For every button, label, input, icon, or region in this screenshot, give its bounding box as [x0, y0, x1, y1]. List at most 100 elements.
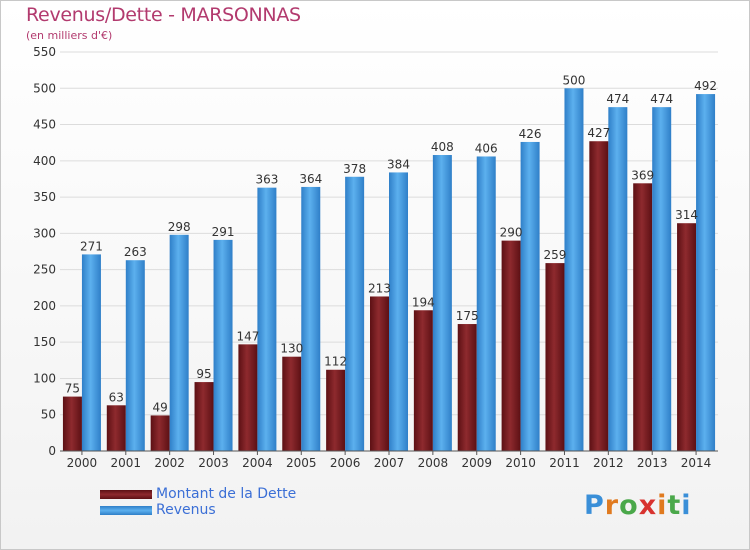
x-tick-label: 2008	[418, 456, 449, 470]
legend-swatch-dette	[100, 489, 152, 499]
bar-revenus	[213, 239, 233, 451]
bar-revenus	[389, 172, 408, 451]
data-label-dette: 175	[456, 309, 479, 323]
y-tick-label: 450	[33, 118, 56, 132]
x-tick-label: 2013	[637, 456, 668, 470]
bar-dette	[677, 223, 697, 451]
x-tick-label: 2002	[154, 456, 185, 470]
logo-letter: o	[619, 490, 639, 521]
bar-revenus	[345, 176, 365, 451]
y-tick-label: 150	[33, 335, 56, 349]
legend-label-revenus: Revenus	[156, 502, 216, 518]
y-axis-ticks: 0 50 100 150 200 250 300 350 400 450 500 550	[33, 45, 56, 458]
data-label-revenus: 271	[80, 239, 103, 253]
x-tick-label: 2004	[242, 456, 273, 470]
data-label-revenus: 378	[343, 162, 366, 176]
bar-dette	[282, 356, 302, 451]
logo-letter: x	[638, 490, 658, 521]
bar-dette	[62, 396, 82, 451]
bar-revenus	[81, 254, 101, 451]
legend: Montant de la Dette Revenus	[100, 486, 296, 518]
data-label-dette: 49	[153, 400, 168, 414]
x-tick-label: 2007	[374, 456, 405, 470]
x-tick-label: 2009	[461, 456, 492, 470]
y-tick-label: 100	[33, 371, 56, 385]
data-label-revenus: 263	[124, 245, 147, 259]
data-label-dette: 213	[368, 281, 391, 295]
bar-dette	[633, 183, 653, 452]
data-label-revenus: 426	[519, 127, 542, 141]
y-tick-label: 50	[41, 408, 56, 422]
x-tick-label: 2011	[549, 456, 580, 470]
bar-dette	[238, 344, 258, 451]
x-tick-label: 2012	[593, 456, 624, 470]
bar-dette	[501, 240, 521, 451]
legend-item-dette: Montant de la Dette	[100, 486, 296, 502]
bar-revenus	[520, 141, 540, 451]
bars-group	[62, 88, 716, 452]
bar-dette	[545, 263, 565, 451]
y-tick-label: 200	[33, 299, 56, 313]
legend-swatch-revenus	[100, 505, 152, 515]
data-label-revenus: 406	[475, 141, 498, 155]
bar-dette	[457, 324, 477, 451]
bar-revenus	[476, 156, 496, 451]
y-tick-label: 0	[48, 444, 56, 458]
data-label-revenus: 363	[255, 173, 278, 187]
bar-revenus	[564, 88, 584, 451]
y-tick-label: 500	[33, 81, 56, 95]
data-label-dette: 130	[280, 342, 303, 356]
x-tick-label: 2001	[111, 456, 142, 470]
bar-dette	[413, 310, 433, 451]
bar-dette	[106, 405, 126, 451]
bar-revenus	[169, 234, 189, 451]
data-label-revenus: 500	[563, 73, 586, 87]
bar-dette	[370, 296, 389, 451]
x-tick-label: 2014	[681, 456, 712, 470]
proxiti-logo: Proxiti	[584, 490, 692, 521]
data-label-revenus: 291	[212, 225, 235, 239]
x-tick-label: 2010	[505, 456, 536, 470]
data-label-dette: 112	[324, 355, 347, 369]
data-label-dette: 95	[196, 367, 211, 381]
data-label-revenus: 384	[387, 157, 410, 171]
x-tick-label: 2006	[330, 456, 361, 470]
bar-revenus	[652, 107, 672, 451]
y-tick-label: 400	[33, 154, 56, 168]
bar-revenus	[696, 94, 716, 452]
logo-letter: t	[667, 490, 682, 521]
bar-dette	[326, 369, 346, 451]
data-label-dette: 75	[65, 382, 80, 396]
data-label-revenus: 298	[168, 220, 191, 234]
data-label-dette: 147	[236, 329, 259, 343]
bar-dette	[589, 141, 609, 452]
bar-revenus	[125, 260, 145, 451]
logo-letter: P	[584, 490, 605, 521]
bar-revenus	[257, 187, 277, 451]
data-label-revenus: 474	[650, 92, 673, 106]
y-tick-label: 300	[33, 226, 56, 240]
x-axis-ticks: 2000 2001 2002 2003 2004 2005 2006 2007 2008 2009…	[67, 451, 712, 470]
legend-label-dette: Montant de la Dette	[156, 486, 297, 502]
data-label-dette: 194	[412, 295, 435, 309]
logo-letter: i	[681, 490, 692, 521]
bar-dette	[150, 415, 170, 451]
logo-letter: i	[657, 490, 668, 521]
data-label-dette: 290	[500, 226, 523, 240]
x-tick-label: 2000	[67, 456, 98, 470]
data-label-revenus: 492	[694, 79, 717, 93]
data-label-dette: 427	[587, 126, 610, 140]
bar-revenus	[608, 107, 628, 451]
data-label-revenus: 408	[431, 140, 454, 154]
data-label-revenus: 474	[606, 92, 629, 106]
y-tick-label: 550	[33, 45, 56, 59]
chart-subtitle: (en milliers d'€)	[26, 29, 113, 42]
data-label-dette: 259	[544, 248, 567, 262]
legend-item-revenus: Revenus	[100, 502, 296, 518]
data-label-revenus: 364	[299, 172, 322, 186]
logo-letter: r	[604, 490, 620, 521]
chart-title: Revenus/Dette - MARSONNAS	[26, 4, 301, 26]
y-tick-label: 250	[33, 263, 56, 277]
data-labels: 75 271 63 263 49 298 95 291 147 363 130 364 112 378 21…	[65, 73, 717, 414]
data-label-dette: 314	[675, 208, 698, 222]
